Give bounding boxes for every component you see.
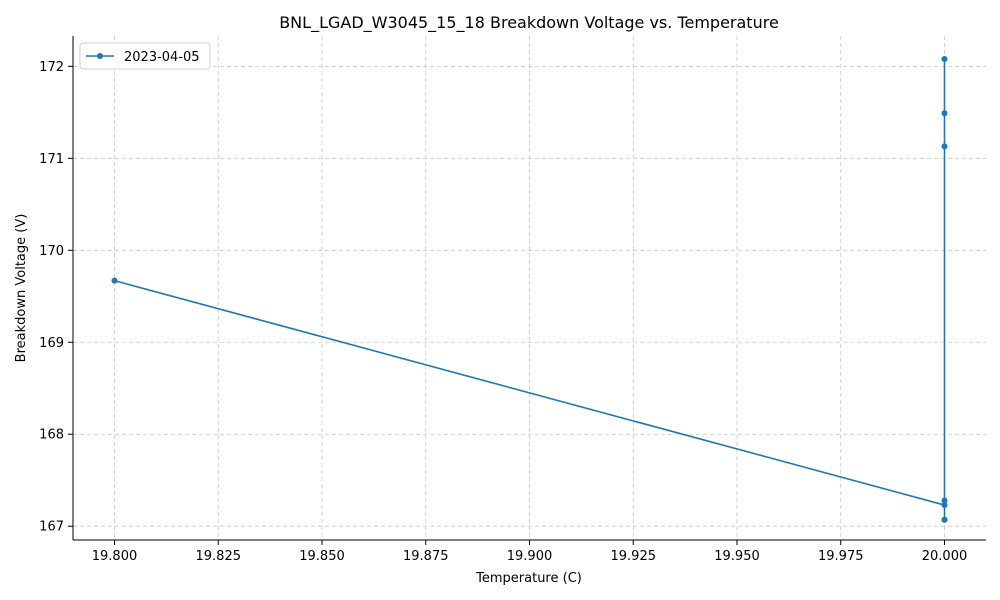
legend: 2023-04-05 bbox=[79, 42, 211, 70]
y-tick-label: 172 bbox=[39, 60, 64, 75]
x-tick-label: 19.800 bbox=[92, 549, 138, 564]
x-tick-label: 20.000 bbox=[922, 549, 968, 564]
legend-label: 2023-04-05 bbox=[124, 50, 200, 65]
x-axis-label: Temperature (C) bbox=[475, 571, 582, 586]
data-point bbox=[941, 143, 948, 150]
data-point bbox=[111, 277, 118, 284]
series-layer bbox=[111, 55, 948, 523]
x-axis-ticks: 19.800 19.825 19.850 19.875 19.900 19.925 19.9… bbox=[92, 540, 968, 564]
grid-lines bbox=[73, 36, 986, 540]
y-axis-ticks: 167 168 169 170 171 172 bbox=[39, 60, 73, 535]
y-tick-label: 168 bbox=[39, 428, 64, 443]
legend-box bbox=[79, 42, 211, 70]
x-tick-label: 19.850 bbox=[299, 549, 345, 564]
data-point bbox=[941, 55, 948, 62]
y-tick-label: 170 bbox=[39, 244, 64, 259]
x-tick-label: 19.900 bbox=[507, 549, 553, 564]
y-tick-label: 169 bbox=[39, 336, 64, 351]
legend-marker-swatch bbox=[97, 53, 103, 59]
x-tick-label: 19.925 bbox=[611, 549, 657, 564]
x-tick-label: 19.825 bbox=[196, 549, 242, 564]
x-tick-label: 19.950 bbox=[714, 549, 760, 564]
data-point bbox=[941, 497, 948, 504]
chart-title: BNL_LGAD_W3045_15_18 Breakdown Voltage v… bbox=[279, 13, 779, 33]
data-point bbox=[941, 110, 948, 117]
y-axis-label: Breakdown Voltage (V) bbox=[14, 214, 29, 363]
x-tick-label: 19.875 bbox=[403, 549, 449, 564]
x-tick-label: 19.975 bbox=[818, 549, 864, 564]
data-point bbox=[941, 516, 948, 523]
y-tick-label: 171 bbox=[39, 152, 64, 167]
data-point bbox=[941, 502, 948, 509]
y-tick-label: 167 bbox=[39, 520, 64, 535]
